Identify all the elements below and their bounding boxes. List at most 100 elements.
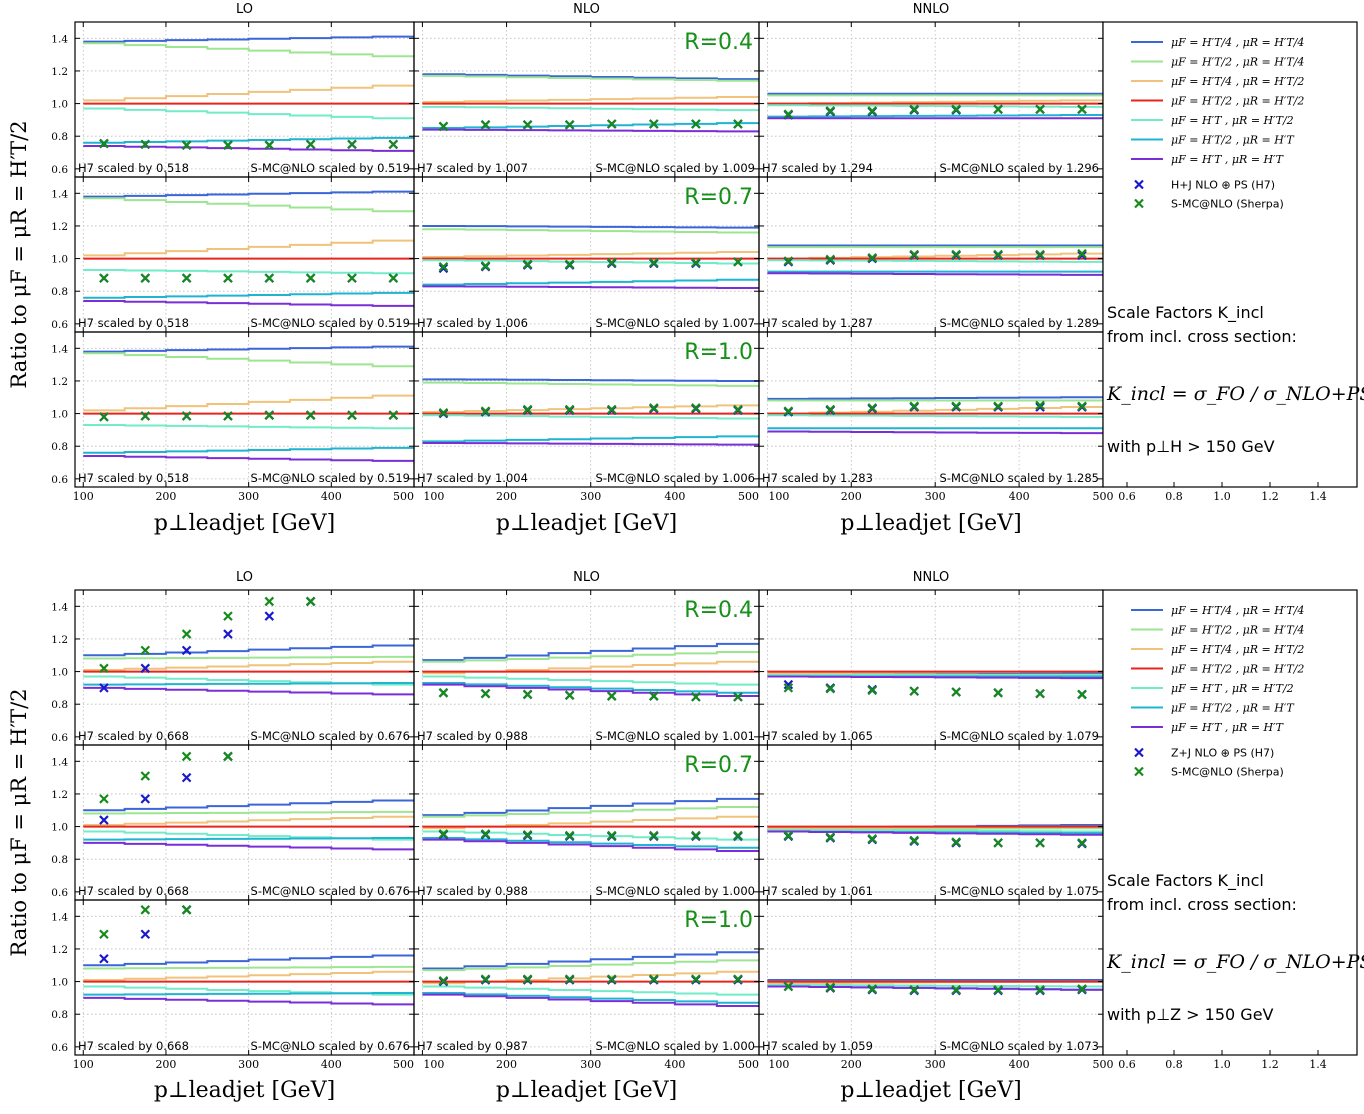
legend-label: μF = H′T , μR = H′T/2 xyxy=(1171,114,1294,127)
h7-marker xyxy=(181,772,192,783)
panel: H7 scaled by 0.668 S-MC@NLO scaled by 0.6… xyxy=(51,899,415,1056)
panel: H7 scaled by 0.668 S-MC@NLO scaled by 0.6… xyxy=(51,589,415,746)
sherpa-marker xyxy=(606,830,617,841)
sherpa-marker xyxy=(480,829,491,839)
h7-scale-label: H7 scaled by 0.668 xyxy=(78,729,189,743)
sherpa-marker xyxy=(733,257,743,267)
legend-label: μF = H′T/2 , μR = H′T/2 xyxy=(1171,95,1304,108)
sherpa-marker xyxy=(522,259,533,270)
h7-marker xyxy=(438,263,449,274)
series-line-1 xyxy=(422,224,759,229)
sherpa-marker xyxy=(564,830,575,841)
y-tick-label: 1.2 xyxy=(51,376,68,388)
y-axis-label: Ratio to μF = μR = H′T/2 xyxy=(7,688,31,956)
sherpa-marker xyxy=(909,984,919,995)
column-title: NNLO xyxy=(913,570,949,585)
panel: H7 scaled by 1.283 S-MC@NLO scaled by 1.2… xyxy=(758,331,1104,488)
sherpa-marker xyxy=(564,120,575,130)
panel-frame xyxy=(74,589,415,746)
y-tick-label: 1.0 xyxy=(51,254,68,266)
column-title: NNLO xyxy=(913,2,949,17)
series-line-1 xyxy=(422,73,759,81)
series-line-5 xyxy=(422,414,759,420)
x-tick-label: 300 xyxy=(238,1058,259,1071)
series-line-1 xyxy=(83,190,414,198)
sherpa-marker xyxy=(867,403,878,413)
sherpa-marker xyxy=(388,139,399,150)
sherpa-scale-label: S-MC@NLO scaled by 1.009 xyxy=(596,161,755,175)
sherpa-marker xyxy=(733,404,743,415)
sherpa-marker xyxy=(783,256,794,266)
sherpa-marker xyxy=(223,411,233,421)
sherpa-marker xyxy=(1077,104,1087,115)
series-line-5 xyxy=(767,414,1103,418)
y-tick-label: 0.8 xyxy=(51,286,68,298)
sherpa-marker xyxy=(1077,838,1087,848)
h7-marker xyxy=(783,679,794,690)
sherpa-marker xyxy=(1035,984,1045,995)
panel: H7 scaled by 1.004 S-MC@NLO scaled by 1.0… xyxy=(413,331,760,488)
sherpa-marker xyxy=(825,106,836,116)
sherpa-scale-label: S-MC@NLO scaled by 1.000 xyxy=(596,884,755,898)
legend-sherpa-label: S-MC@NLO (Sherpa) xyxy=(1171,766,1284,779)
sherpa-marker xyxy=(606,119,617,129)
legend-panel: μF = H′T/4 , μR = H′T/4 μF = H′T/2 , μR =… xyxy=(1102,589,1364,1071)
y-tick-label: 0.6 xyxy=(51,1042,68,1054)
legend-label: μF = H′T , μR = H′T/2 xyxy=(1171,682,1294,695)
sherpa-marker xyxy=(733,119,743,129)
sherpa-scale-label: S-MC@NLO scaled by 1.000 xyxy=(596,1039,755,1053)
h7-marker xyxy=(223,629,233,639)
column-title: NLO xyxy=(573,2,600,17)
column-title: LO xyxy=(236,570,253,585)
sherpa-marker xyxy=(1077,689,1087,700)
scale-factor-subtitle: from incl. cross section: xyxy=(1107,327,1297,346)
legend-h7-label: H+J NLO ⊕ PS (H7) xyxy=(1171,179,1275,192)
sherpa-marker xyxy=(223,273,233,283)
radius-label: R=0.7 xyxy=(684,753,753,778)
sherpa-marker xyxy=(388,273,399,283)
x-tick-label: 400 xyxy=(664,490,685,503)
legend-axis-tick-label: 0.6 xyxy=(1118,490,1136,503)
sherpa-marker xyxy=(564,974,575,984)
h7-scale-label: H7 scaled by 1.006 xyxy=(417,316,528,330)
series-line-7 xyxy=(422,441,759,446)
sherpa-marker xyxy=(733,830,743,841)
y-tick-label: 1.2 xyxy=(51,634,68,646)
series-line-5 xyxy=(83,424,414,430)
sherpa-marker xyxy=(438,829,449,839)
sherpa-marker xyxy=(867,106,878,116)
h7-marker xyxy=(181,645,192,656)
series-line-2 xyxy=(422,74,759,82)
radius-label: R=1.0 xyxy=(684,908,753,933)
series-line-5 xyxy=(422,105,759,112)
panel-frame xyxy=(758,744,1104,901)
panel: H7 scaled by 0.518 S-MC@NLO scaled by 0.5… xyxy=(51,176,415,333)
sherpa-marker xyxy=(909,104,919,115)
series-line-7 xyxy=(83,145,414,152)
sherpa-scale-label: S-MC@NLO scaled by 1.296 xyxy=(940,161,1099,175)
series-line-5 xyxy=(767,828,1103,833)
radius-label: R=0.4 xyxy=(684,598,753,623)
sherpa-marker xyxy=(99,412,109,422)
panel: H7 scaled by 1.007 S-MC@NLO scaled by 1.0… xyxy=(413,21,760,178)
y-tick-label: 1.2 xyxy=(51,221,68,233)
series-line-3 xyxy=(422,251,759,258)
series-line-7 xyxy=(83,455,414,462)
legend-h7-marker xyxy=(1134,747,1144,758)
sherpa-marker xyxy=(480,974,491,984)
radius-label: R=1.0 xyxy=(684,340,753,365)
x-tick-label: 500 xyxy=(393,490,414,503)
panel: H7 scaled by 1.061 S-MC@NLO scaled by 1.0… xyxy=(758,744,1104,901)
y-tick-label: 0.8 xyxy=(51,699,68,711)
sherpa-marker xyxy=(825,254,836,265)
sherpa-marker xyxy=(733,974,743,984)
panel: H7 scaled by 1.059 S-MC@NLO scaled by 1.0… xyxy=(758,899,1104,1056)
y-tick-label: 1.0 xyxy=(51,667,68,679)
sherpa-marker xyxy=(1077,401,1087,412)
scale-factor-title: Scale Factors K_incl xyxy=(1107,871,1264,891)
series-line-5 xyxy=(422,675,759,686)
h7-marker xyxy=(1077,250,1087,261)
scale-factor-title: Scale Factors K_incl xyxy=(1107,303,1264,323)
h7-scale-label: H7 scaled by 1.059 xyxy=(762,1039,873,1053)
series-line-2 xyxy=(422,228,759,234)
